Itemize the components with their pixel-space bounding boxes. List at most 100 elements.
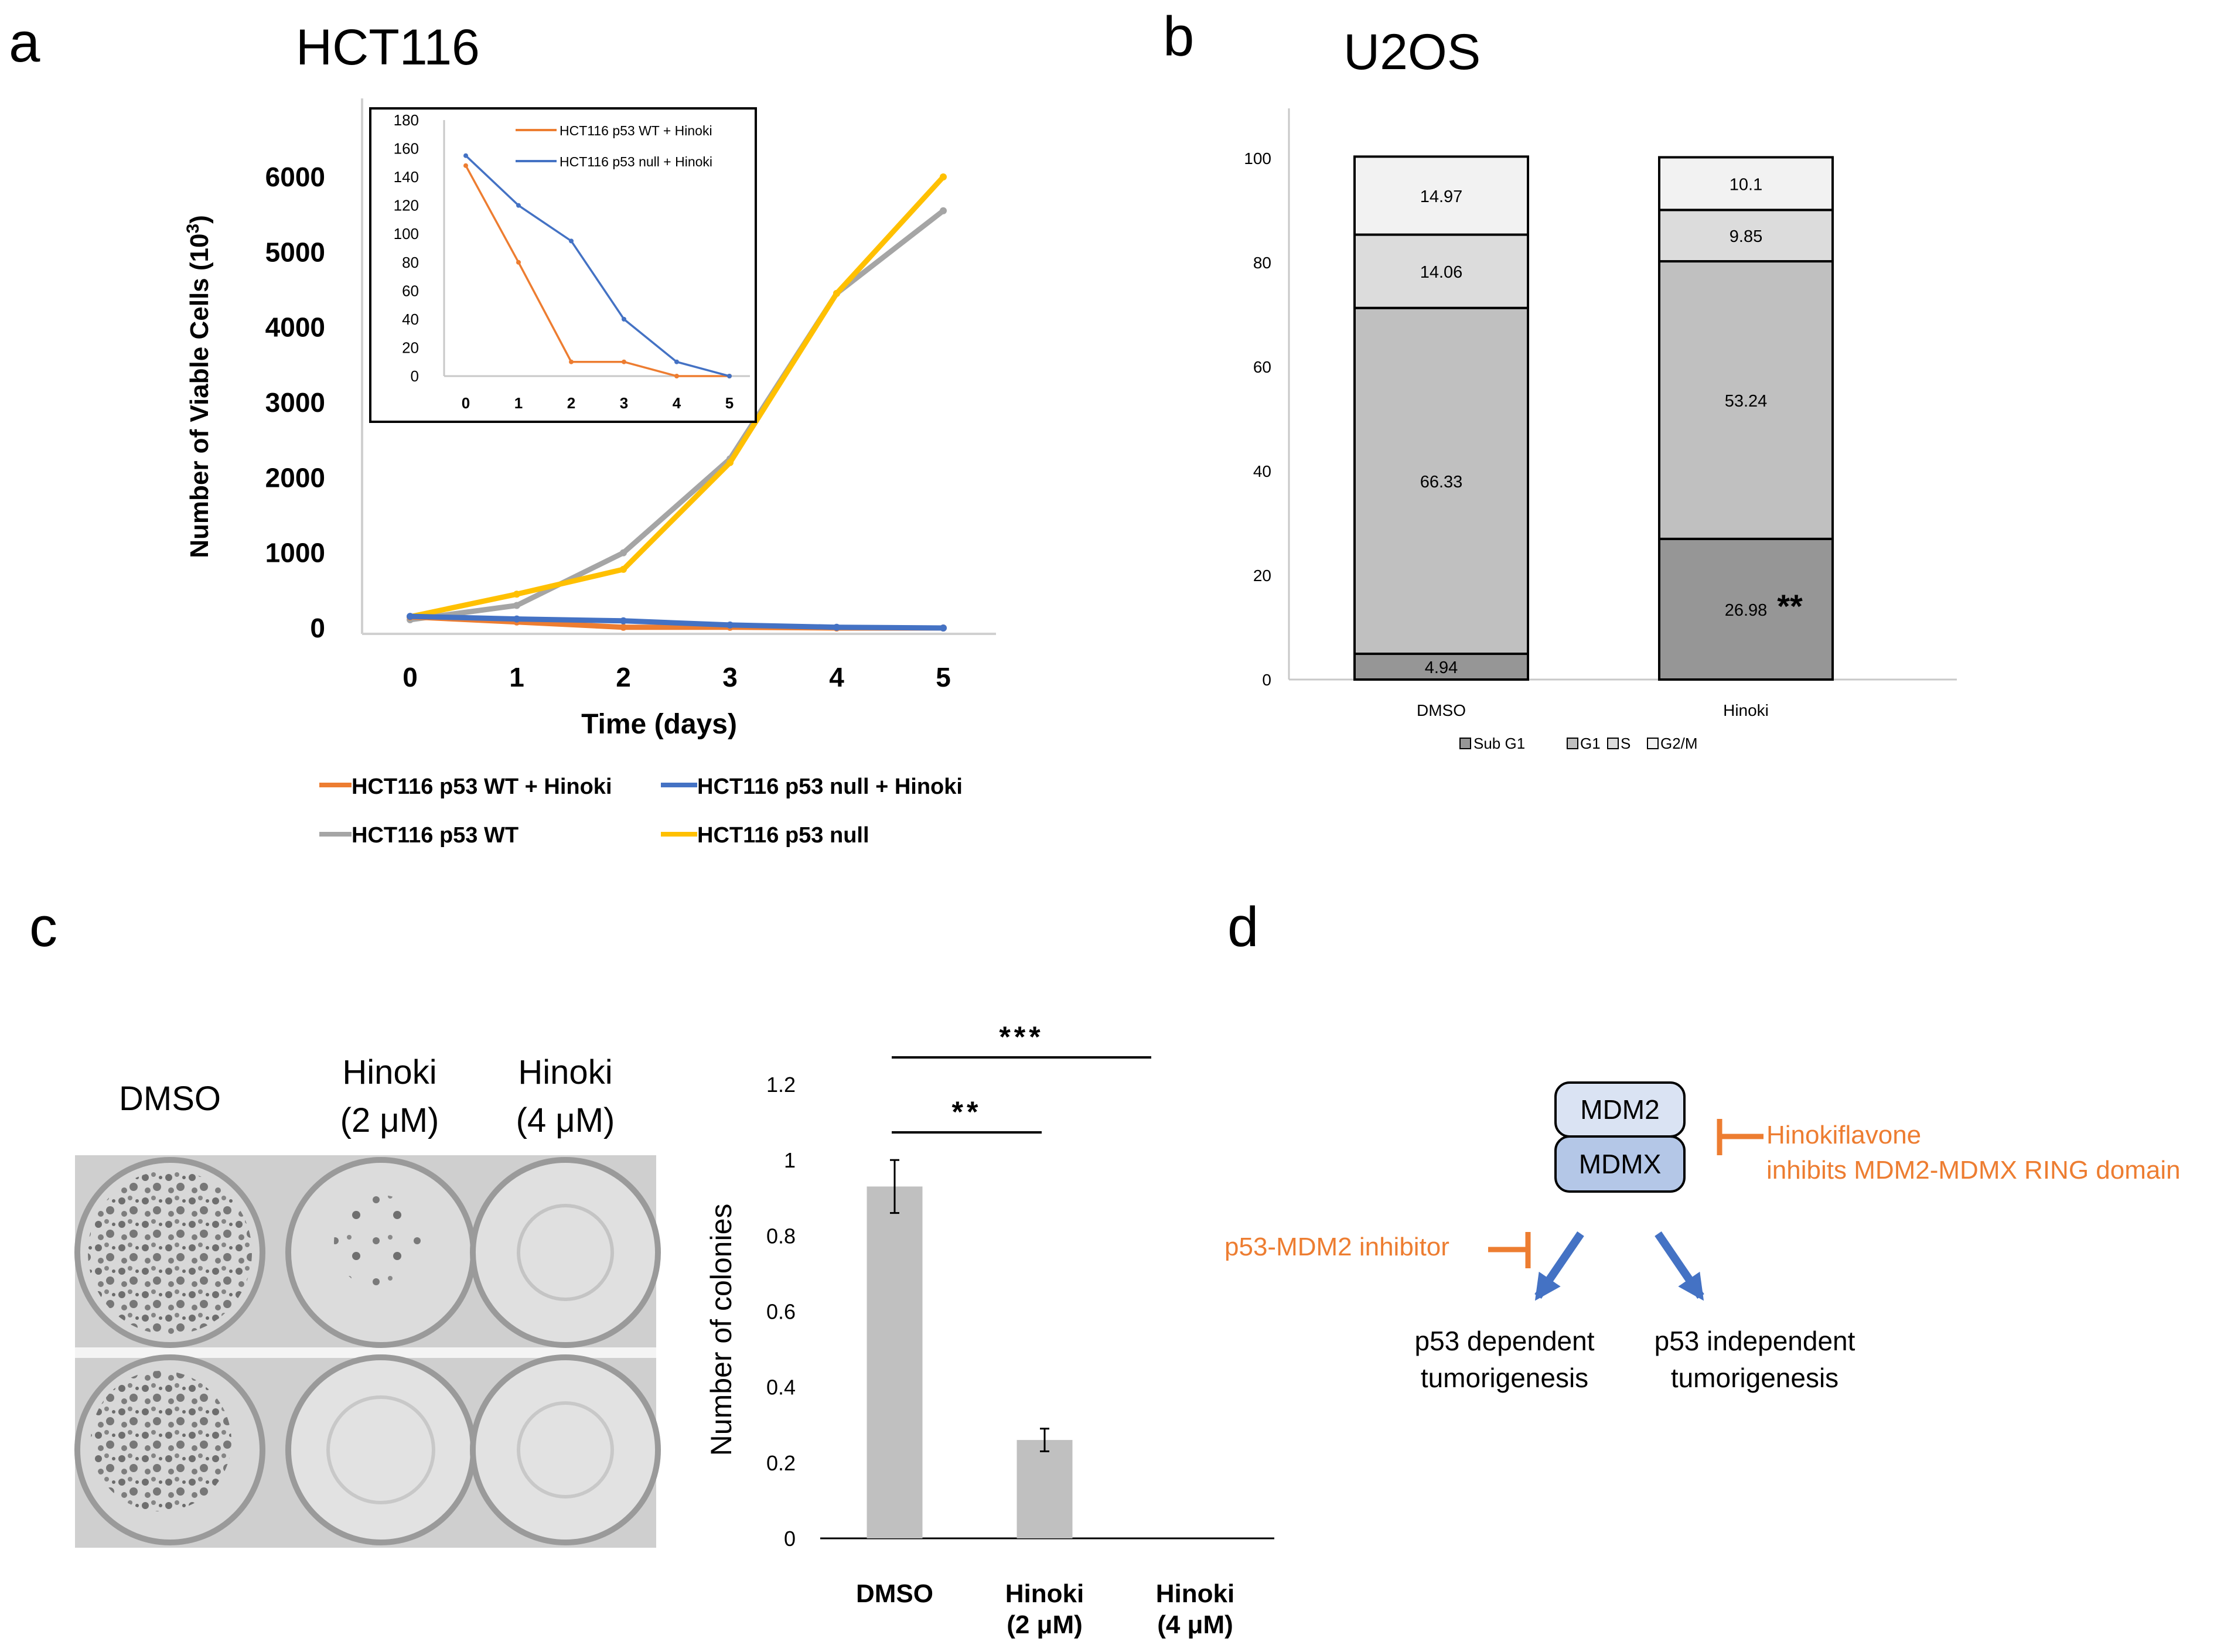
panel-b-title: U2OS [1343, 24, 1481, 80]
well-hinoki2-top-colonies [334, 1195, 428, 1289]
chart-b-y-tick-label: 0 [1262, 671, 1271, 689]
chart-b-bar-segment [1353, 155, 1529, 236]
chart-a-data-point [513, 615, 520, 623]
legend-label-wt-hinoki: HCT116 p53 WT + Hinoki [352, 774, 612, 799]
p53-mdm2-inhibitor-mark [1488, 1232, 1531, 1268]
chart-a-series-line [410, 209, 945, 623]
mdmx-box [1554, 1135, 1686, 1193]
chart-c-significance-marker: ** [952, 1095, 982, 1128]
well-hinoki2-bottom [285, 1354, 476, 1545]
chart-a-data-point [833, 289, 840, 297]
inset-x-tick-label: 5 [725, 394, 734, 412]
chart-b-significance-marker: ** [1777, 588, 1803, 624]
p53-dependent-label-2: tumorigenesis [1421, 1363, 1588, 1393]
p53-dependent-label: p53 dependent [1415, 1326, 1595, 1356]
p53-mdm2-inhibitor-label: p53-MDM2 inhibitor [1224, 1233, 1449, 1261]
chart-a-data-point [620, 549, 627, 557]
chart-a-data-point [833, 623, 840, 631]
inset-data-point [622, 359, 626, 364]
y-axis-superscript: 3 [183, 224, 203, 234]
chart-b-y-tick-label: 20 [1253, 566, 1271, 585]
inset-y-tick-label: 100 [394, 225, 419, 243]
chart-a-x-tick-label: 1 [509, 662, 524, 692]
chart-c-y-tick-label: 0.2 [766, 1451, 796, 1475]
chart-a-x-tick-label: 3 [722, 662, 738, 692]
panel-a-title: HCT116 [296, 19, 480, 76]
arrow-to-p53-dependent [1534, 1231, 1584, 1301]
panel-b: b U2OS 0 20 40 60 80 100 4.94 66.33 14.06 14.97 2… [1163, 5, 1957, 752]
chart-a-y-axis-title: Number of Viable Cells (103) [183, 215, 214, 558]
legend-label-s: S [1621, 735, 1631, 752]
inset-legend: HCT116 p53 WT + Hinoki HCT116 p53 null +… [516, 123, 712, 169]
chart-b-bar-segment [1658, 156, 1834, 211]
chart-b-bar-segment [1658, 537, 1834, 681]
colony-plate-photo [74, 1155, 661, 1548]
chart-c-y-tick-label: 0.8 [766, 1224, 796, 1248]
chart-c-x-tick-label: DMSO [856, 1579, 933, 1608]
inset-series-line [465, 155, 730, 377]
chart-b-bar-segment [1353, 233, 1529, 309]
well-dmso-bottom-colonies [91, 1371, 231, 1511]
chart-a-y-tick-label: 6000 [265, 162, 325, 192]
chart-b-segment-label: 66.33 [1420, 473, 1463, 491]
well-hinoki4-bottom-ring [517, 1401, 614, 1499]
panel-c: c DMSO Hinoki (2 μM) Hinoki (4 μM) [29, 896, 1274, 1639]
chart-a-x-axis-title: Time (days) [581, 709, 737, 740]
chart-a-series-line [410, 613, 944, 631]
legend-label-null: HCT116 p53 null [697, 823, 869, 848]
chart-b-segment-label: 53.24 [1725, 392, 1768, 411]
chart-a-x-tick-label: 0 [402, 662, 418, 692]
chart-b-segment-label: 14.97 [1420, 187, 1463, 206]
hinokiflavone-label: Hinokiflavone [1766, 1121, 1921, 1149]
inset-chart: 0 20 40 60 80 100 120 140 160 180 0 1 2 3 4 5 HCT116 p… [369, 107, 757, 423]
inset-data-point [516, 260, 521, 265]
legend-label-null-hinoki: HCT116 p53 null + Hinoki [697, 774, 963, 799]
chart-c-y-tick-label: 0.4 [766, 1375, 796, 1400]
chart-c-significance-marker: *** [999, 1020, 1043, 1053]
chart-b-y-tick-label: 60 [1253, 358, 1271, 376]
chart-a-x-tick-label: 2 [616, 662, 631, 692]
legend-label-g1: G1 [1580, 735, 1601, 752]
photo-label-hinoki-4-dose: (4 μM) [516, 1101, 615, 1139]
panel-d-letter: d [1227, 896, 1258, 958]
inset-series-line [465, 165, 729, 377]
chart-c-y-tick-label: 0.6 [766, 1300, 796, 1324]
chart-b-y-tick-label: 80 [1253, 254, 1271, 272]
chart-a-y-tick-label: 4000 [265, 312, 325, 343]
inset-y-tick-label: 160 [394, 140, 419, 158]
inset-x-tick-label: 0 [462, 394, 470, 412]
inset-data-point [569, 359, 574, 364]
chart-a-data-point [940, 173, 947, 180]
inset-y-tick-label: 0 [411, 367, 419, 385]
photo-label-hinoki-4: Hinoki [518, 1053, 612, 1091]
inset-data-point [569, 238, 574, 244]
chart-b-segment-label: 4.94 [1425, 658, 1458, 677]
photo-label-hinoki-2: Hinoki [342, 1053, 436, 1091]
inset-data-point [622, 316, 626, 322]
inset-legend-label-wt-hinoki: HCT116 p53 WT + Hinoki [560, 123, 712, 138]
inset-data-point [516, 203, 521, 208]
inset-y-tick-label: 140 [394, 168, 419, 186]
chart-b-x-label-dmso: DMSO [1417, 701, 1466, 719]
p53-independent-label-2: tumorigenesis [1671, 1363, 1838, 1393]
chart-c-y-tick-label: 0 [784, 1527, 796, 1551]
chart-a-data-point [407, 613, 414, 620]
chart-c-bar [1017, 1440, 1073, 1538]
well-dmso-top-colonies [88, 1170, 252, 1334]
chart-b-x-label-hinoki: Hinoki [1723, 701, 1769, 719]
inset-data-point [463, 163, 468, 168]
photo-label-hinoki-2-dose: (2 μM) [340, 1101, 439, 1139]
chart-a-y-tick-label: 1000 [265, 538, 325, 568]
inset-y-tick-label: 180 [394, 111, 419, 129]
chart-c-y-tick-label: 1 [784, 1148, 796, 1172]
chart-a-x-tick-label: 5 [936, 662, 951, 692]
inset-x-tick-label: 1 [514, 394, 523, 412]
chart-a-data-point [620, 565, 627, 573]
hinokiflavone-mechanism-label: inhibits MDM2-MDMX RING domain [1766, 1156, 2181, 1185]
inset-y-tick-label: 80 [402, 254, 419, 271]
chart-a-legend: HCT116 p53 WT + Hinoki HCT116 p53 null +… [319, 774, 963, 848]
cell-cycle-chart: 0 20 40 60 80 100 4.94 66.33 14.06 14.97 26.98 53.… [1244, 108, 1957, 752]
chart-c-y-tick-label: 1.2 [766, 1073, 796, 1097]
hinokiflavone-inhibitor-mark [1717, 1119, 1763, 1155]
